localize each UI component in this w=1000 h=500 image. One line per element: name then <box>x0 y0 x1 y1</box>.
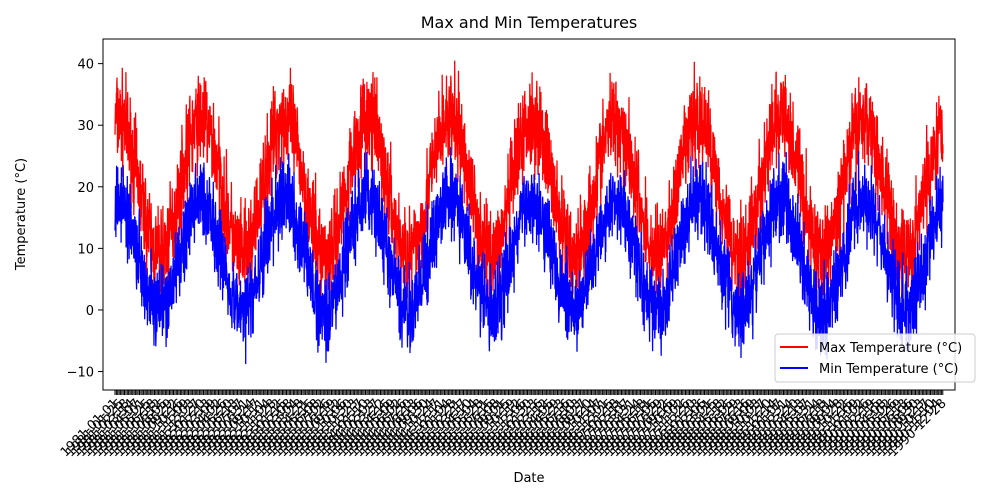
x-ticks <box>114 390 944 395</box>
x-axis-label: Date <box>513 471 544 486</box>
legend-label-max: Max Temperature (°C) <box>819 341 962 356</box>
y-tick-label: 40 <box>77 58 94 73</box>
y-tick-label: 30 <box>77 119 94 134</box>
legend-box <box>774 333 976 383</box>
legend-label-min: Min Temperature (°C) <box>819 362 958 377</box>
y-axis-label: Temperature (°C) <box>14 158 29 271</box>
y-tick-label: 10 <box>77 242 94 257</box>
legend: Max Temperature (°C) Min Temperature (°C… <box>774 333 976 383</box>
series-line-max <box>114 60 944 299</box>
x-axis: 1981-01-011981-01-251981-02-181981-03-14… <box>58 390 950 460</box>
x-tick-labels: 1981-01-011981-01-251981-02-181981-03-14… <box>58 396 950 460</box>
y-tick-label: 0 <box>86 304 94 319</box>
y-tick-label: −10 <box>67 366 94 381</box>
y-axis: −10 0 10 20 30 40 <box>67 58 103 381</box>
chart-title: Max and Min Temperatures <box>421 13 638 32</box>
series-line-min <box>114 146 944 365</box>
y-tick-label: 20 <box>77 181 94 196</box>
